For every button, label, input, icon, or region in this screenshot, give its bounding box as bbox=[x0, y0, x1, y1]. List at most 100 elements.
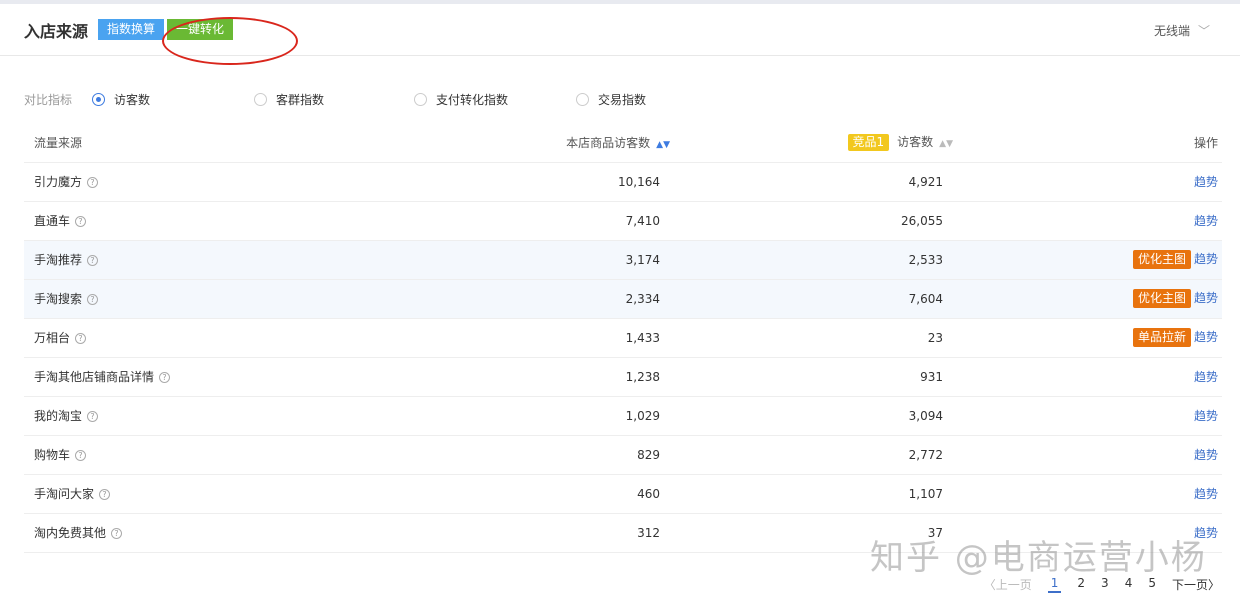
source-name: 万相台 bbox=[34, 331, 71, 345]
device-select[interactable]: 无线端 ﹀ bbox=[1154, 22, 1210, 39]
action-tag-button[interactable]: 单品拉新 bbox=[1132, 328, 1191, 347]
sort-icon[interactable]: ▲▼ bbox=[656, 139, 670, 150]
source-name: 手淘搜索 bbox=[34, 292, 83, 306]
device-label: 无线端 bbox=[1153, 24, 1190, 38]
index-convert-button[interactable]: 指数换算 bbox=[98, 19, 165, 40]
radio-label: 客群指数 bbox=[276, 93, 325, 107]
source-cell: 手淘其他店铺商品详情? bbox=[24, 357, 264, 397]
source-cell: 手淘搜索? bbox=[24, 279, 264, 319]
trend-link[interactable]: 趋势 bbox=[1193, 409, 1218, 423]
prev-page-button[interactable]: 〈上一页 bbox=[983, 578, 1032, 592]
chevron-down-icon: ﹀ bbox=[1197, 24, 1210, 38]
radio-label: 交易指数 bbox=[598, 93, 647, 107]
own-visitors-cell: 829 bbox=[264, 435, 670, 475]
source-name: 手淘推荐 bbox=[34, 253, 83, 267]
next-label: 下一页 bbox=[1171, 578, 1208, 592]
competitor-visitors-cell: 4,921 bbox=[670, 162, 953, 202]
help-icon[interactable]: ? bbox=[87, 177, 99, 188]
action-tag-button[interactable]: 优化主图 bbox=[1132, 289, 1191, 308]
radio-icon bbox=[92, 93, 105, 106]
radio-label: 访客数 bbox=[114, 93, 151, 107]
competitor-visitors-cell: 931 bbox=[670, 357, 953, 397]
action-cell: 趋势 bbox=[953, 162, 1222, 202]
table-row: 手淘推荐? 3,174 2,533 优化主图 趋势 bbox=[24, 240, 1222, 280]
source-name: 直通车 bbox=[34, 214, 71, 228]
competitor-visitors-cell: 37 bbox=[670, 513, 953, 553]
trend-link[interactable]: 趋势 bbox=[1193, 330, 1218, 344]
page-3[interactable]: 3 bbox=[1101, 576, 1109, 590]
radio-label: 支付转化指数 bbox=[436, 93, 509, 107]
action-cell: 优化主图 趋势 bbox=[953, 240, 1222, 280]
col-competitor-visitors[interactable]: 竞品1 访客数 ▲▼ bbox=[670, 123, 953, 163]
page-5[interactable]: 5 bbox=[1148, 576, 1156, 590]
help-icon[interactable]: ? bbox=[111, 528, 123, 539]
radio-customer-index[interactable]: 客群指数 bbox=[254, 91, 324, 108]
help-icon[interactable]: ? bbox=[87, 294, 99, 305]
trend-link[interactable]: 趋势 bbox=[1193, 214, 1218, 228]
competitor-visitors-cell: 26,055 bbox=[670, 201, 953, 241]
trend-link[interactable]: 趋势 bbox=[1193, 448, 1218, 462]
own-visitors-cell: 1,029 bbox=[264, 396, 670, 436]
action-cell: 趋势 bbox=[953, 201, 1222, 241]
source-cell: 手淘推荐? bbox=[24, 240, 264, 280]
source-cell: 手淘问大家? bbox=[24, 474, 264, 514]
radio-visitors[interactable]: 访客数 bbox=[92, 91, 150, 108]
source-cell: 购物车? bbox=[24, 435, 264, 475]
competitor-visitors-cell: 7,604 bbox=[670, 279, 953, 319]
table-row: 购物车? 829 2,772 趋势 bbox=[24, 435, 1222, 475]
page-2[interactable]: 2 bbox=[1077, 576, 1086, 590]
help-icon[interactable]: ? bbox=[75, 333, 87, 344]
trend-link[interactable]: 趋势 bbox=[1193, 526, 1218, 540]
col-own-visitors[interactable]: 本店商品访客数 ▲▼ bbox=[264, 123, 670, 163]
red-circle-annotation bbox=[162, 17, 298, 65]
table-row: 手淘问大家? 460 1,107 趋势 bbox=[24, 474, 1222, 514]
own-visitors-cell: 312 bbox=[264, 513, 670, 553]
source-name: 我的淘宝 bbox=[34, 409, 83, 423]
action-tag-button[interactable]: 优化主图 bbox=[1132, 250, 1191, 269]
table-row: 万相台? 1,433 23 单品拉新 趋势 bbox=[24, 318, 1222, 358]
help-icon[interactable]: ? bbox=[75, 216, 87, 227]
table-row: 我的淘宝? 1,029 3,094 趋势 bbox=[24, 396, 1222, 436]
competitor-visitors-cell: 2,533 bbox=[670, 240, 953, 280]
radio-trade-index[interactable]: 交易指数 bbox=[576, 91, 646, 108]
page-1[interactable]: 1 bbox=[1047, 576, 1062, 593]
filter-label: 对比指标 bbox=[24, 93, 73, 107]
action-cell: 优化主图 趋势 bbox=[953, 279, 1222, 319]
trend-link[interactable]: 趋势 bbox=[1193, 291, 1218, 305]
help-icon[interactable]: ? bbox=[75, 450, 87, 461]
competitor-visitors-cell: 3,094 bbox=[670, 396, 953, 436]
col-comp-label: 访客数 bbox=[897, 135, 934, 150]
next-page-button[interactable]: 下一页〉 bbox=[1171, 578, 1220, 592]
help-icon[interactable]: ? bbox=[159, 372, 171, 383]
own-visitors-cell: 3,174 bbox=[264, 240, 670, 280]
own-visitors-cell: 7,410 bbox=[264, 201, 670, 241]
source-cell: 直通车? bbox=[24, 201, 264, 241]
radio-icon bbox=[414, 93, 427, 106]
own-visitors-cell: 1,238 bbox=[264, 357, 670, 397]
radio-icon bbox=[576, 93, 589, 106]
trend-link[interactable]: 趋势 bbox=[1193, 252, 1218, 266]
source-name: 淘内免费其他 bbox=[34, 526, 107, 540]
page-4[interactable]: 4 bbox=[1124, 576, 1133, 590]
help-icon[interactable]: ? bbox=[87, 255, 99, 266]
trend-link[interactable]: 趋势 bbox=[1193, 487, 1218, 501]
col-action: 操作 bbox=[953, 123, 1222, 163]
prev-label: 上一页 bbox=[995, 578, 1032, 592]
trend-link[interactable]: 趋势 bbox=[1193, 370, 1218, 384]
action-cell: 趋势 bbox=[953, 435, 1222, 475]
help-icon[interactable]: ? bbox=[99, 489, 111, 500]
competitor-badge: 竞品1 bbox=[847, 134, 890, 152]
sort-icon[interactable]: ▲▼ bbox=[939, 139, 953, 150]
col-source: 流量来源 bbox=[24, 123, 264, 163]
action-cell: 趋势 bbox=[953, 474, 1222, 514]
top-bar bbox=[0, 0, 1240, 4]
help-icon[interactable]: ? bbox=[87, 411, 99, 422]
trend-link[interactable]: 趋势 bbox=[1193, 175, 1218, 189]
radio-pay-conversion[interactable]: 支付转化指数 bbox=[414, 91, 508, 108]
source-name: 手淘其他店铺商品详情 bbox=[34, 370, 155, 384]
action-cell: 趋势 bbox=[953, 357, 1222, 397]
page-title: 入店来源 bbox=[24, 21, 89, 41]
action-cell: 单品拉新 趋势 bbox=[953, 318, 1222, 358]
radio-icon bbox=[254, 93, 267, 106]
source-name: 购物车 bbox=[34, 448, 71, 462]
